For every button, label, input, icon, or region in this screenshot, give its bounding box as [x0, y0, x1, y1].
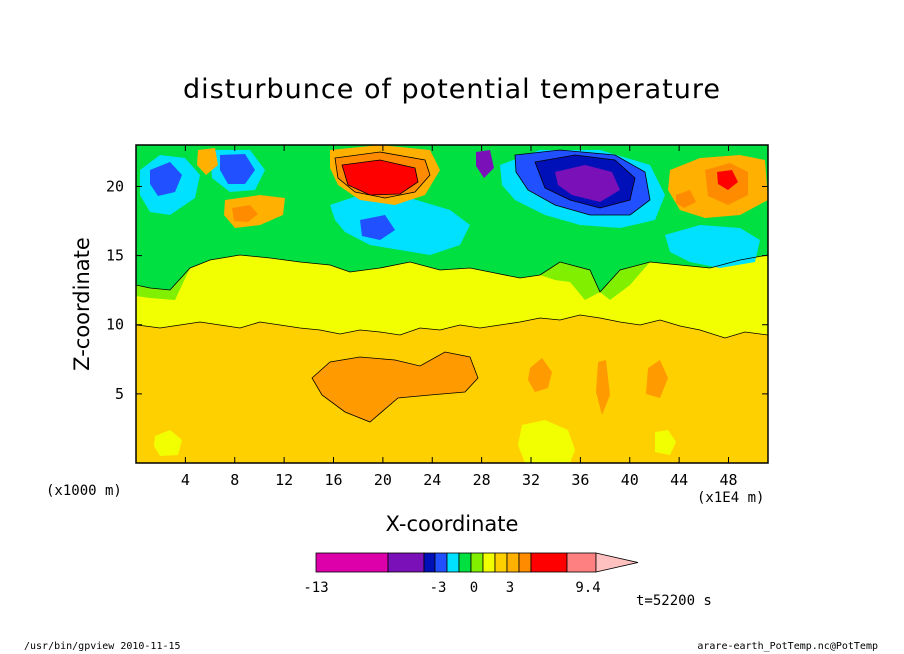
time-label: t=52200 s [636, 593, 712, 609]
x-tick-label: 8 [230, 471, 239, 489]
x-tick-label: 24 [423, 471, 441, 489]
x-tick-label: 4 [181, 471, 190, 489]
fill-blue-3 [220, 154, 255, 184]
contour-line-lower-warm [311, 351, 479, 423]
footer-left: /usr/bin/gpview 2010-11-15 [24, 641, 181, 652]
x-tick-label: 40 [621, 471, 639, 489]
colorbar-segment [434, 552, 448, 573]
colorbar-label: 0 [470, 580, 478, 596]
fill-ground-yellow-1 [154, 430, 182, 456]
y-tick-label: 10 [106, 316, 124, 334]
colorbar-arrow [595, 552, 639, 573]
colorbar-segment [518, 552, 532, 573]
x-ticks: 4 8 12 16 20 24 28 32 36 40 44 48 [181, 145, 738, 489]
y-tick-label: 20 [106, 177, 124, 195]
x-tick-label: 16 [324, 471, 342, 489]
x-axis-label: X-coordinate [385, 512, 519, 536]
colorbar-segment [315, 552, 389, 573]
colorbar: -13 -3 0 3 9.4 [303, 552, 639, 596]
x-tick-label: 48 [719, 471, 737, 489]
fill-ground-yellow-3 [655, 430, 676, 455]
colorbar-segment [470, 552, 484, 573]
contour-lines [136, 149, 768, 423]
colorbar-label: -13 [303, 580, 328, 596]
fill-warm-left-top [197, 148, 218, 175]
colorbar-label: 3 [506, 580, 514, 596]
x-unit-right: (x1E4 m) [697, 490, 765, 506]
colorbar-segment [530, 552, 568, 573]
y-tick-label: 5 [115, 385, 124, 403]
fill-lower-warm-4 [596, 360, 610, 415]
fill-warm-right-small [676, 190, 696, 208]
x-tick-label: 36 [571, 471, 589, 489]
colorbar-segment [494, 552, 508, 573]
colorbar-segment [423, 552, 436, 573]
colorbar-segment [387, 552, 425, 573]
fill-purple-core [555, 165, 620, 202]
y-ticks: 5 10 15 20 [106, 177, 768, 403]
colorbar-segment [458, 552, 472, 573]
contour-line-10 [136, 314, 768, 339]
contour-line-cold-core [514, 149, 651, 216]
fill-lower-warm [312, 352, 478, 422]
contour-line-warm-core [334, 151, 431, 199]
fill-lower-warm-2 [528, 358, 552, 392]
fill-purple-core-2 [476, 150, 494, 178]
colorbar-label: 9.4 [575, 580, 600, 596]
fill-cyan-1 [330, 195, 470, 255]
x-tick-label: 32 [522, 471, 540, 489]
fill-blue-4 [360, 215, 395, 240]
colorbar-segment [566, 552, 597, 573]
chart-title: disturbunce of potential temperature [183, 74, 721, 105]
fill-warm-right-red [717, 170, 738, 190]
fill-lower-warm-3 [646, 360, 668, 398]
fill-cyan-3 [665, 225, 760, 268]
y-axis-label: Z-coordinate [70, 237, 94, 371]
x-unit-left: (x1000 m) [46, 483, 122, 499]
footer-right: arare-earth_PotTemp.nc@PotTemp [697, 641, 878, 652]
x-tick-label: 44 [670, 471, 688, 489]
fill-ground-yellow-2 [518, 420, 575, 463]
x-tick-label: 12 [275, 471, 293, 489]
plot-frame [135, 144, 769, 464]
fill-blue-2 [150, 162, 182, 196]
colorbar-label: -3 [430, 580, 447, 596]
y-tick-label: 15 [106, 247, 124, 265]
colorbar-segment [506, 552, 520, 573]
colorbar-segment [482, 552, 496, 573]
x-tick-label: 20 [374, 471, 392, 489]
x-tick-label: 28 [473, 471, 491, 489]
fill-warm-left-dark [232, 205, 258, 222]
colorbar-segment [446, 552, 460, 573]
contour-fill [136, 145, 768, 463]
contour-line-green [136, 254, 768, 293]
fill-warm-red [342, 160, 418, 195]
